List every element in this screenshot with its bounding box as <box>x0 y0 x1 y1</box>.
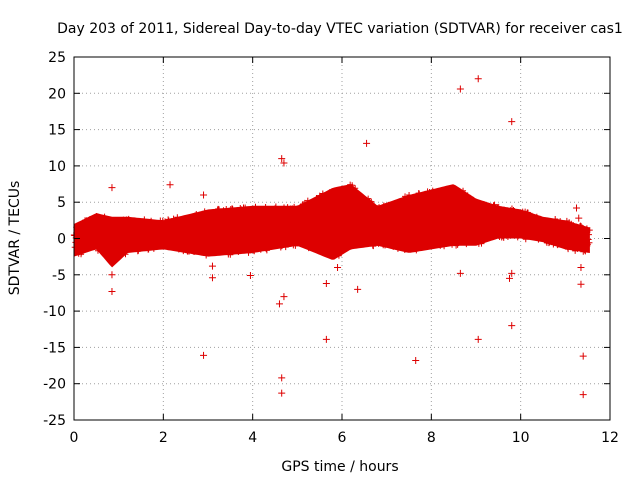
axis-ticks: 0 2 4 6 8 10 12 -25 -20 -15 -10 -5 0 5 10 15 20 25 <box>43 50 619 446</box>
outlier-point <box>334 264 342 272</box>
outlier-point <box>108 271 116 279</box>
y-tick-label: -5 <box>52 268 66 284</box>
y-tick-label: 25 <box>48 50 66 66</box>
outlier-point <box>354 285 362 293</box>
x-tick-label: 10 <box>512 430 530 446</box>
outlier-point <box>322 280 330 288</box>
y-tick-label: 20 <box>48 86 66 102</box>
y-tick-label: -25 <box>43 413 66 429</box>
y-tick-label: 15 <box>48 123 66 139</box>
x-tick-label: 0 <box>70 430 79 446</box>
outlier-point <box>508 269 516 277</box>
x-tick-label: 8 <box>427 430 436 446</box>
outlier-point <box>474 75 482 83</box>
outlier-point <box>456 85 464 93</box>
y-tick-label: -20 <box>43 377 66 393</box>
outlier-point <box>278 389 286 397</box>
outlier-point <box>200 351 208 359</box>
outlier-point <box>108 184 116 192</box>
y-tick-label: -15 <box>43 340 66 356</box>
data-band <box>74 184 590 268</box>
data-series <box>70 75 593 399</box>
outlier-point <box>577 280 585 288</box>
outlier-point <box>246 272 254 280</box>
outlier-point <box>280 293 288 301</box>
y-axis-title: SDTVAR / TECUs <box>7 181 23 296</box>
x-tick-label: 6 <box>338 430 347 446</box>
x-tick-label: 4 <box>248 430 257 446</box>
outlier-point <box>579 391 587 399</box>
outlier-point <box>275 300 283 308</box>
outlier-point <box>322 335 330 343</box>
y-tick-label: 10 <box>48 159 66 175</box>
outlier-point <box>280 159 288 167</box>
x-axis-title: GPS time / hours <box>281 459 398 475</box>
outlier-point <box>208 274 216 282</box>
outlier-point <box>508 322 516 330</box>
outlier-point <box>208 262 216 270</box>
x-tick-label: 2 <box>159 430 168 446</box>
outlier-point <box>474 335 482 343</box>
y-tick-label: 0 <box>57 232 66 248</box>
outlier-point <box>508 118 516 126</box>
outlier-point <box>456 269 464 277</box>
x-tick-label: 12 <box>601 430 619 446</box>
outlier-point <box>573 204 580 212</box>
outlier-point <box>506 274 513 282</box>
outlier-point <box>278 155 286 163</box>
outlier-point <box>166 181 174 189</box>
outlier-point <box>278 374 286 382</box>
chart-title: Day 203 of 2011, Sidereal Day-to-day VTE… <box>57 21 623 37</box>
outlier-point <box>579 352 587 360</box>
outlier-point <box>108 287 116 295</box>
outlier-point <box>200 191 208 199</box>
outlier-point <box>577 264 585 272</box>
y-tick-label: -10 <box>43 304 66 320</box>
outlier-point <box>575 214 583 222</box>
outlier-point <box>412 356 420 364</box>
y-tick-label: 5 <box>57 195 66 211</box>
outlier-point <box>363 139 371 147</box>
